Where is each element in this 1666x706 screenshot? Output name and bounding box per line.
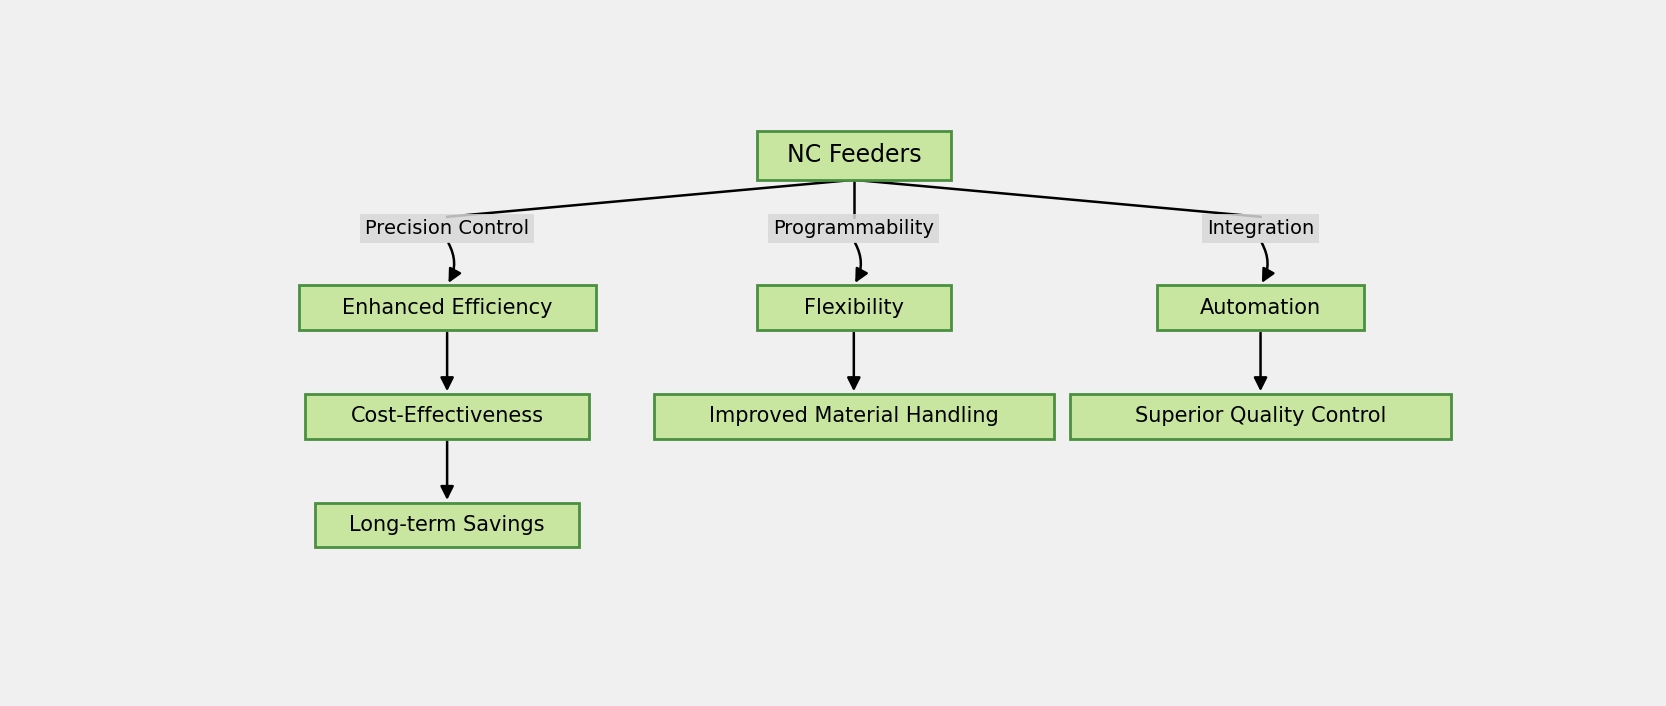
FancyBboxPatch shape	[756, 131, 951, 180]
FancyBboxPatch shape	[315, 503, 580, 547]
Text: Improved Material Handling: Improved Material Handling	[710, 407, 998, 426]
Text: Precision Control: Precision Control	[365, 220, 530, 239]
Text: Flexibility: Flexibility	[803, 298, 905, 318]
Text: Integration: Integration	[1206, 220, 1314, 239]
FancyBboxPatch shape	[653, 394, 1055, 438]
FancyBboxPatch shape	[1070, 394, 1451, 438]
Text: Long-term Savings: Long-term Savings	[350, 515, 545, 535]
FancyBboxPatch shape	[298, 285, 596, 330]
FancyBboxPatch shape	[305, 394, 590, 438]
FancyBboxPatch shape	[756, 285, 951, 330]
FancyBboxPatch shape	[1158, 285, 1364, 330]
Text: Enhanced Efficiency: Enhanced Efficiency	[342, 298, 553, 318]
Text: Automation: Automation	[1200, 298, 1321, 318]
Text: Superior Quality Control: Superior Quality Control	[1135, 407, 1386, 426]
Text: Programmability: Programmability	[773, 220, 935, 239]
Text: Cost-Effectiveness: Cost-Effectiveness	[350, 407, 543, 426]
Text: NC Feeders: NC Feeders	[786, 143, 921, 167]
